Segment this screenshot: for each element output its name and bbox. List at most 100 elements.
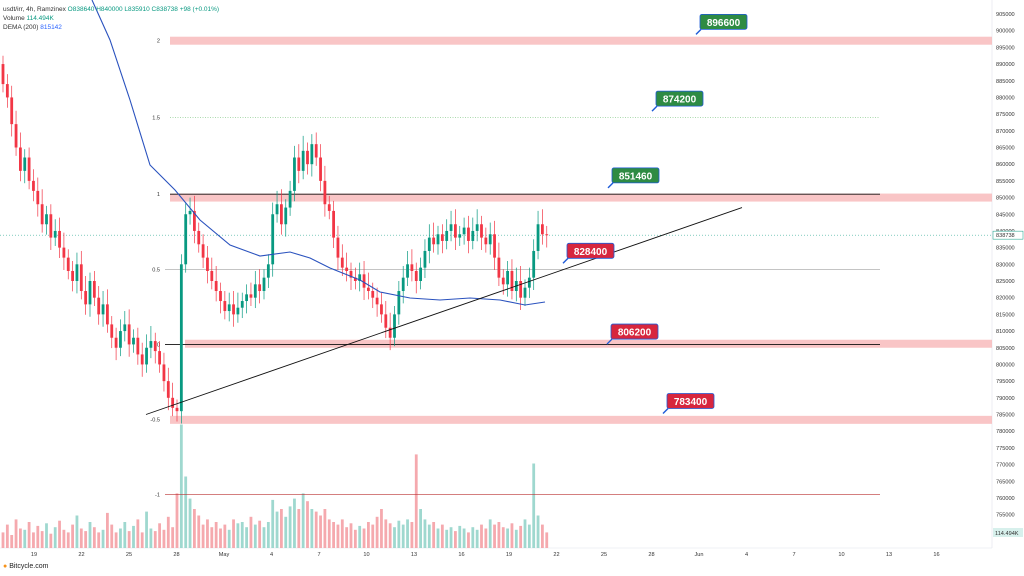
volume-bar: [488, 519, 492, 548]
volume-bar: [149, 528, 153, 548]
price-axis[interactable]: 905000 900000 895000 890000 885000 880000 8750…: [992, 12, 1024, 537]
candle-body: [397, 291, 401, 315]
candle-body: [79, 264, 83, 292]
volume-bar: [271, 499, 275, 548]
volume-bar: [280, 509, 283, 548]
volume-bar: [462, 528, 466, 548]
price-tick-label: 880000: [996, 95, 1015, 101]
candle-body: [123, 324, 127, 332]
volume-bar: [53, 527, 57, 548]
candle-body: [310, 144, 314, 165]
candle-body: [206, 257, 209, 271]
volume-bar: [92, 527, 96, 548]
candle-body: [340, 257, 344, 268]
legend-dema-value: 815142: [40, 24, 62, 31]
time-tick-label: 10: [838, 552, 844, 558]
price-tick-label: 810000: [996, 329, 1015, 335]
volume-bar: [375, 516, 379, 548]
trendline[interactable]: [145, 207, 743, 415]
zone-band: [170, 415, 992, 424]
candle-body: [114, 337, 118, 348]
chart-legend: usdt/irr, 4h, Ramzinex O838640 H840000 L…: [3, 5, 219, 32]
volume-bar: [19, 528, 22, 548]
candle-body: [410, 264, 414, 271]
time-tick-label: May: [219, 552, 230, 558]
volume-bar: [310, 509, 314, 548]
volume-bar: [384, 519, 388, 548]
volume-bar: [132, 525, 135, 548]
candle-body: [262, 277, 266, 292]
candle-body: [367, 287, 370, 292]
price-tick-label: 780000: [996, 429, 1015, 435]
candle-body: [197, 230, 201, 245]
candle-body: [162, 364, 166, 382]
volume-bar: [362, 528, 366, 548]
price-tick-label: 760000: [996, 496, 1015, 502]
volume-bar: [506, 528, 509, 548]
price-badge-label: 806200: [618, 328, 652, 339]
volume-bar: [510, 523, 514, 548]
candle-body: [532, 250, 536, 278]
zone-band: [185, 339, 992, 348]
price-tick-label: 865000: [996, 146, 1015, 152]
price-badge-label: 896600: [707, 18, 741, 29]
volume-bar: [327, 519, 331, 548]
candle-body: [5, 84, 9, 98]
volume-bar: [119, 528, 122, 548]
candle-body: [393, 314, 396, 338]
volume-bar: [501, 527, 505, 548]
candle-body: [62, 247, 66, 258]
volume-bar: [49, 533, 53, 548]
volume-bar: [454, 531, 457, 548]
volume-bar: [419, 509, 422, 548]
candle-body: [484, 237, 488, 245]
volume-bar: [88, 522, 92, 548]
volume-bar: [27, 522, 31, 548]
footer-text: Bitcycle.com: [9, 563, 49, 570]
volume-bar: [367, 522, 370, 548]
badge-pointer: [662, 407, 669, 414]
candle-body: [336, 237, 340, 258]
candle-body: [506, 270, 509, 285]
price-badge: [699, 13, 748, 30]
candlesticks: [1, 55, 549, 424]
candle-body: [432, 237, 436, 245]
candle-body: [314, 144, 318, 158]
volume-bar: [179, 424, 183, 548]
candle-body: [10, 97, 14, 125]
volume-bar: [162, 529, 166, 548]
volume-bar: [66, 532, 70, 548]
candle-body: [406, 264, 409, 278]
candle-body: [375, 297, 379, 305]
volume-bar: [32, 532, 35, 548]
volume-bar: [353, 529, 357, 548]
volume-bar: [475, 529, 479, 548]
volume-bar: [406, 519, 409, 548]
time-axis[interactable]: 19 22 25 28 May 4 7 10 13 16 19 22 25 28 Jun 4 7 10 13 16: [31, 552, 940, 558]
volume-bar: [71, 524, 74, 548]
candle-body: [362, 274, 366, 288]
volume-bar: [497, 522, 501, 548]
price-tick-label: 905000: [996, 12, 1015, 18]
volume-bar: [175, 493, 179, 548]
brand-footer[interactable]: ● Bitcycle.com: [3, 563, 48, 570]
candle-body: [23, 157, 27, 171]
volume-bar: [166, 516, 170, 548]
price-tick-label: 860000: [996, 162, 1015, 168]
candle-body: [519, 281, 523, 298]
volume-bar: [14, 519, 18, 548]
volume-bar: [171, 527, 175, 548]
candle-body: [440, 234, 444, 241]
candle-body: [53, 230, 57, 238]
volume-bar: [245, 527, 248, 548]
volume-bar: [253, 524, 257, 548]
candle-body: [27, 157, 31, 181]
price-badge: [666, 393, 715, 409]
time-tick-label: 25: [601, 552, 607, 558]
time-tick-label: 28: [648, 552, 654, 558]
candle-body: [384, 314, 388, 328]
volume-bar: [480, 524, 483, 548]
price-tick-label: 785000: [996, 413, 1015, 419]
